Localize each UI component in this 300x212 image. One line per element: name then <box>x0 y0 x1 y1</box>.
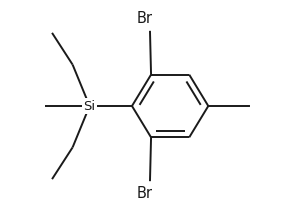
Text: Si: Si <box>83 99 96 113</box>
Text: Br: Br <box>137 11 153 25</box>
Text: Br: Br <box>137 187 153 201</box>
